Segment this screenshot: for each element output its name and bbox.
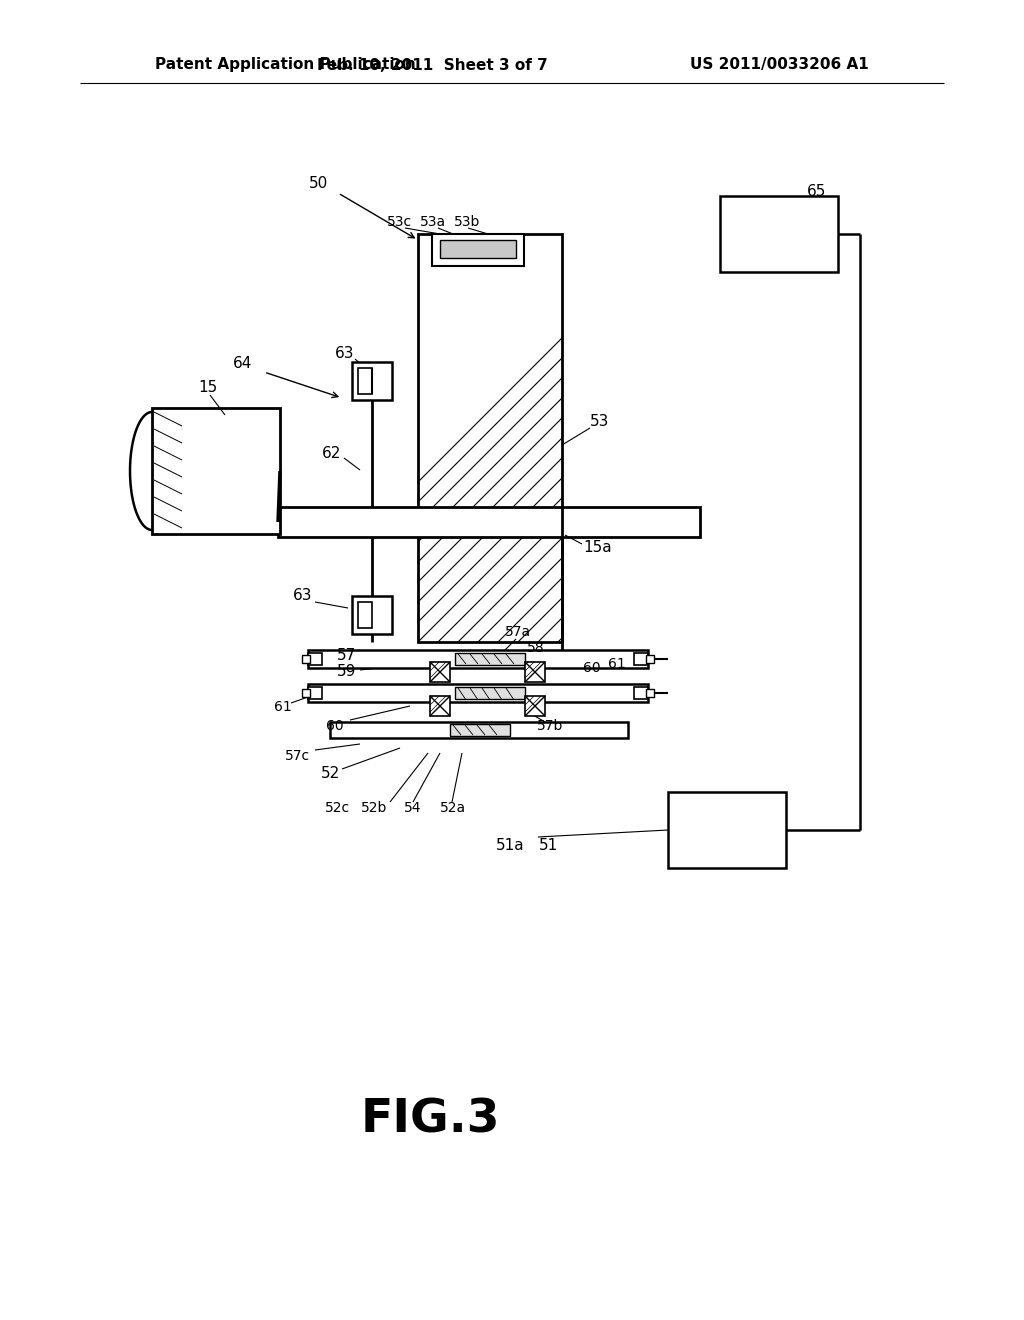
Text: 58: 58	[527, 642, 545, 655]
Bar	[646, 655, 654, 663]
Bar	[634, 653, 648, 665]
Text: 52a: 52a	[440, 801, 466, 814]
Text: 57c: 57c	[286, 748, 310, 763]
Bar	[308, 649, 648, 668]
Bar	[455, 653, 525, 665]
Bar	[302, 689, 310, 697]
Text: 54: 54	[404, 801, 422, 814]
Bar	[450, 723, 510, 737]
Bar	[352, 597, 392, 634]
Bar	[358, 602, 372, 628]
Bar	[302, 655, 310, 663]
Bar	[308, 684, 648, 702]
Text: 57b: 57b	[537, 719, 563, 733]
Text: 57: 57	[337, 648, 356, 663]
Text: 52: 52	[321, 766, 340, 780]
Bar	[152, 408, 280, 535]
Bar	[646, 689, 654, 697]
Text: 65: 65	[807, 183, 826, 198]
Bar	[668, 792, 786, 869]
Bar	[455, 686, 525, 700]
Bar	[525, 696, 545, 715]
Text: 51: 51	[539, 837, 558, 853]
Bar	[430, 696, 450, 715]
Text: 63: 63	[335, 346, 354, 360]
Bar	[525, 663, 545, 682]
Bar	[358, 368, 372, 393]
Text: 15: 15	[199, 380, 218, 395]
Bar	[432, 234, 524, 267]
Bar	[308, 686, 322, 700]
Bar	[418, 234, 562, 642]
Text: 53: 53	[590, 414, 609, 429]
Text: 63: 63	[293, 589, 312, 603]
Bar	[440, 240, 516, 257]
Bar	[330, 722, 628, 738]
Bar	[720, 195, 838, 272]
Text: 51a: 51a	[496, 837, 524, 853]
Bar	[352, 362, 392, 400]
Text: 60: 60	[584, 661, 601, 675]
Bar	[430, 663, 450, 682]
Text: 53a: 53a	[420, 215, 446, 228]
Text: 59: 59	[337, 664, 356, 680]
Text: 52c: 52c	[325, 801, 349, 814]
Bar	[634, 686, 648, 700]
Text: 61: 61	[274, 700, 292, 714]
Text: 62: 62	[323, 446, 342, 461]
Text: 50: 50	[308, 176, 328, 190]
Bar	[308, 653, 322, 665]
Text: 64: 64	[233, 355, 253, 371]
Text: Feb. 10, 2011  Sheet 3 of 7: Feb. 10, 2011 Sheet 3 of 7	[316, 58, 548, 73]
Text: 53b: 53b	[454, 215, 480, 228]
Text: FIG.3: FIG.3	[360, 1097, 500, 1143]
Text: 52b: 52b	[360, 801, 387, 814]
Text: US 2011/0033206 A1: US 2011/0033206 A1	[690, 58, 869, 73]
Bar	[278, 507, 700, 537]
Text: 57a: 57a	[505, 624, 531, 639]
Text: Patent Application Publication: Patent Application Publication	[155, 58, 416, 73]
Text: 60: 60	[327, 719, 344, 733]
Text: 15a: 15a	[584, 540, 612, 556]
Text: 53c: 53c	[387, 215, 413, 228]
Text: 61: 61	[608, 657, 626, 671]
